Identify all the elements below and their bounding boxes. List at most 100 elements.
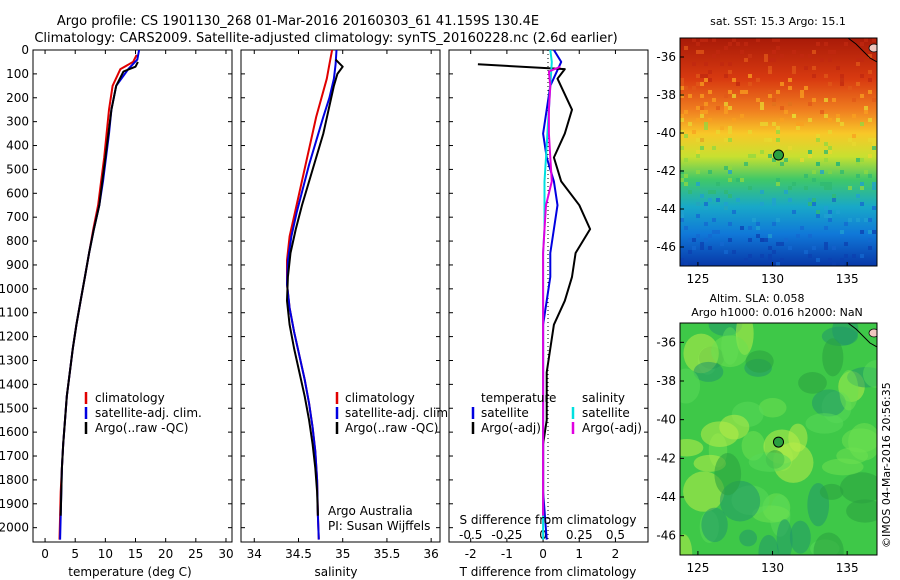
title-line-1: Argo profile: CS 1901130_268 01-Mar-2016…: [57, 14, 539, 29]
sst-pixel: [832, 246, 836, 250]
sst-pixel: [756, 222, 760, 226]
sst-pixel: [828, 214, 832, 218]
sla-float-marker: [773, 436, 784, 448]
sst-pixel: [724, 106, 728, 110]
temperature-x-axis: 0 5 10 15 20 25 30: [41, 50, 234, 561]
sst-pixel: [700, 106, 704, 110]
sst-pixel: [684, 46, 688, 50]
sst-pixel: [796, 126, 800, 130]
sla-map-frame: [679, 322, 878, 556]
sst-pixel: [680, 114, 684, 118]
sst-pixel: [856, 218, 860, 222]
sst-pixel: [848, 86, 852, 90]
depth-tick-label: 1000: [0, 282, 29, 296]
sst-pixel: [848, 186, 852, 190]
sst-pixel: [840, 78, 844, 82]
sst-pixel: [708, 234, 712, 238]
sst-pixel: [700, 194, 704, 198]
depth-tick-label: 800: [6, 234, 29, 248]
sst-pixel: [724, 190, 728, 194]
legend-label-argo: Argo(..raw -QC): [95, 421, 188, 435]
legend-label-t-satellite: satellite: [481, 406, 529, 420]
sla-blob: [680, 534, 693, 555]
sst-pixel: [700, 114, 704, 118]
x-tick-label: 30: [218, 547, 233, 561]
sst-pixel: [704, 122, 708, 126]
sst-pixel: [728, 126, 732, 130]
sst-pixel: [856, 58, 860, 62]
temperature-lines: [58, 49, 141, 540]
sst-pixel: [712, 98, 716, 102]
sst-pixel: [788, 198, 792, 202]
sst-pixel: [728, 194, 732, 198]
salinity-legend: climatology satellite-adj. clim. Argo(..…: [335, 391, 452, 435]
sst-pixel: [828, 186, 832, 190]
sst-pixel: [816, 214, 820, 218]
sst-pixel: [836, 210, 840, 214]
sst-pixel: [776, 90, 780, 94]
x-tick-label: 5: [71, 547, 79, 561]
sst-pixel: [776, 162, 780, 166]
sst-pixel: [716, 230, 720, 234]
sst-pixel: [776, 242, 780, 246]
sst-pixel: [784, 158, 788, 162]
imos-stamp: ©IMOS 04-Mar-2016 20:56:35: [880, 382, 893, 548]
credit-argo-australia: Argo Australia: [328, 504, 413, 518]
sst-pixel: [808, 198, 812, 202]
depth-tick-label: 100: [6, 67, 29, 81]
x-tick-label: -2: [465, 547, 477, 561]
s-difference-label: S difference from climatology: [460, 513, 637, 527]
sst-pixel: [700, 146, 704, 150]
sst-pixel: [708, 170, 712, 174]
sla-blob: [862, 360, 877, 389]
sst-pixel: [768, 138, 772, 142]
sst-pixel: [812, 246, 816, 250]
sst-pixel: [868, 154, 872, 158]
sst-pixel: [748, 186, 752, 190]
lon-tick-label: 130: [761, 272, 784, 286]
sst-pixel: [752, 218, 756, 222]
sst-pixel: [756, 78, 760, 82]
sst-pixel: [840, 74, 844, 78]
legend-label-satellite: satellite-adj. clim.: [95, 406, 202, 420]
sst-pixel: [768, 246, 772, 250]
sst-pixel: [764, 238, 768, 242]
sst-pixel: [688, 190, 692, 194]
depth-tick-label: 1800: [0, 473, 29, 487]
sst-pixel: [828, 130, 832, 134]
sst-pixel: [828, 82, 832, 86]
sst-pixel: [808, 254, 812, 258]
sst-pixel: [792, 114, 796, 118]
sst-pixel: [704, 238, 708, 242]
sst-pixel: [828, 50, 832, 54]
legend-salinity-title: salinity: [582, 391, 625, 405]
lat-tick-label: -40: [656, 126, 676, 140]
sst-pixel: [732, 118, 736, 122]
sst-pixel: [704, 126, 708, 130]
sst-pixel: [768, 234, 772, 238]
sst-pixel: [692, 62, 696, 66]
sst-pixel: [868, 138, 872, 142]
sst-pixel: [700, 110, 704, 114]
sst-pixel: [732, 38, 736, 42]
sst-pixel: [844, 242, 848, 246]
sla-blob: [701, 507, 728, 543]
sst-pixel: [788, 246, 792, 250]
sst-pixel: [736, 178, 740, 182]
sst-pixel: [692, 38, 696, 42]
depth-tick-label: 1700: [0, 449, 29, 463]
sst-pixel: [812, 178, 816, 182]
sla-coastline: [847, 323, 877, 348]
sst-pixel: [800, 94, 804, 98]
sst-pixel: [684, 86, 688, 90]
sst-pixel: [832, 262, 836, 266]
sst-pixel: [800, 158, 804, 162]
sst-pixel: [788, 78, 792, 82]
x-tick-label: 20: [158, 547, 173, 561]
sst-pixel: [860, 186, 864, 190]
sst-pixel: [860, 182, 864, 186]
x-tick-label: 35.5: [374, 547, 401, 561]
sst-pixel: [696, 42, 700, 46]
sst-pixel: [724, 46, 728, 50]
sst-pixel: [780, 106, 784, 110]
